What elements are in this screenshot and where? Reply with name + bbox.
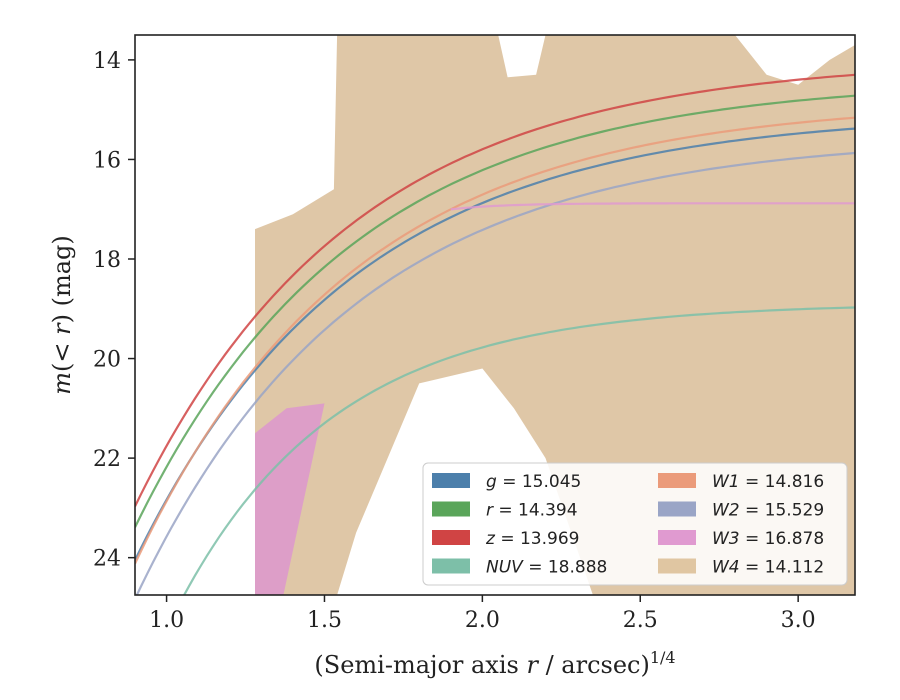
- legend-swatch-z: [432, 530, 470, 545]
- x-tick-label: 2.5: [623, 608, 658, 633]
- legend-entry-z: z = 13.969: [485, 529, 579, 549]
- legend-entry-w1: W1 = 14.816: [712, 472, 824, 492]
- legend: g = 15.045 r = 14.394 z = 13.969 NUV = 18.8…: [422, 462, 848, 586]
- y-tick-label: 24: [93, 547, 121, 572]
- legend-swatch-w2: [658, 501, 696, 517]
- series-line-g: [135, 127, 855, 561]
- y-tick-label: 22: [93, 447, 121, 472]
- legend-entry-w2: W2 = 15.529: [712, 501, 824, 521]
- legend-entry-w4: W4 = 14.112: [712, 558, 824, 578]
- y-tick-label: 20: [93, 348, 121, 373]
- y-tick-label: 14: [93, 49, 121, 74]
- legend-entry-w3: W3 = 16.878: [712, 529, 824, 549]
- x-tick-label: 3.0: [781, 608, 816, 633]
- x-tick-label: 1.5: [307, 608, 342, 633]
- x-tick-label: 1.0: [149, 608, 184, 633]
- plot-area: [135, 35, 855, 595]
- legend-swatch-r: [432, 501, 470, 517]
- series-line-w3: [450, 202, 855, 211]
- series-line-w2: [135, 151, 855, 595]
- y-tick-label: 18: [93, 248, 121, 273]
- x-tick-label: 2.0: [465, 608, 500, 633]
- x-axis-label: (Semi-major axis r / arcsec)1/4: [314, 648, 675, 679]
- legend-swatch-g: [432, 473, 470, 488]
- series-line-z: [135, 73, 855, 507]
- axis-ticks: 1.0 1.5 2.0 2.5 3.0 14 16 18 20 22 24: [93, 49, 816, 633]
- legend-swatch-w1: [658, 473, 696, 488]
- series-line-w1: [135, 116, 855, 565]
- plot-frame: [134, 34, 856, 596]
- series-line-nuv: [182, 306, 855, 595]
- legend-entry-r: r = 14.394: [486, 501, 578, 521]
- legend-entry-g: g = 15.045: [486, 472, 581, 492]
- legend-swatch-nuv: [432, 558, 470, 574]
- y-axis-label: m(< r) (mag): [48, 235, 76, 395]
- y-tick-label: 16: [93, 148, 121, 173]
- legend-swatch-w4: [658, 558, 696, 574]
- legend-entry-nuv: NUV = 18.888: [486, 558, 607, 578]
- series-line-r: [135, 94, 855, 528]
- legend-swatch-w3: [658, 530, 696, 545]
- series-band-w3: [255, 403, 325, 595]
- series-band-w4: [255, 35, 855, 595]
- legend-box: [422, 462, 848, 586]
